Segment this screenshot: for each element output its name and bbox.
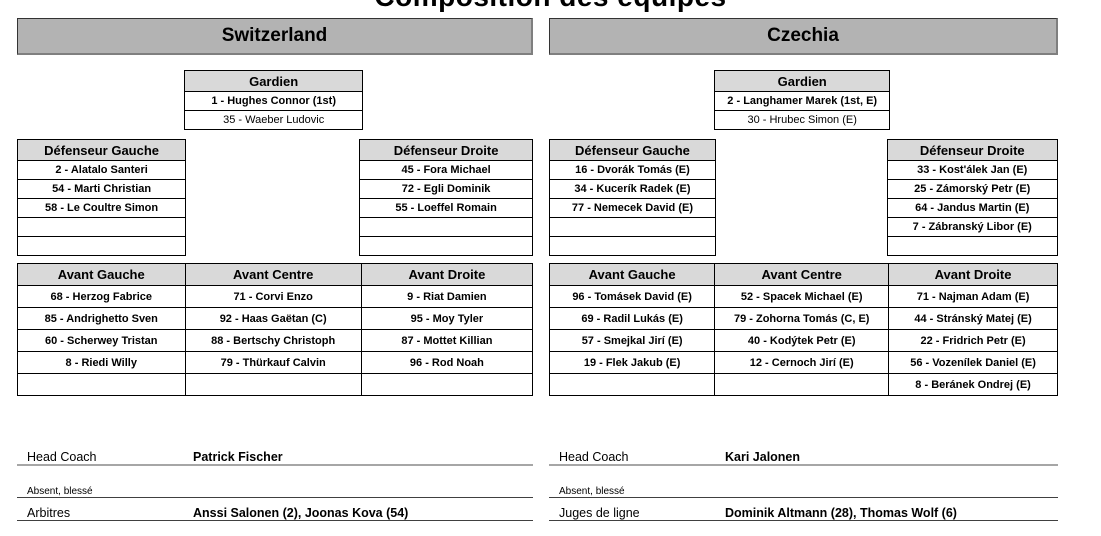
player-cell: 9 - Riat Damien — [360, 285, 532, 307]
player-cell: 34 - Kucerík Radek (E) — [550, 180, 715, 199]
player-cell: 96 - Tomásek David (E) — [550, 285, 715, 307]
empty-cell — [714, 373, 889, 395]
goalie-table: Gardien 1 - Hughes Connor (1st) 35 - Wae… — [184, 70, 364, 130]
defense-left-header: Défenseur Gauche — [18, 140, 186, 161]
absent-row: Absent, blessé — [549, 482, 1058, 498]
empty-cell — [18, 218, 186, 237]
player-cell: 95 - Moy Tyler — [360, 307, 532, 329]
player-cell: 33 - Kost'álek Jan (E) — [887, 161, 1057, 180]
forwards-header-centre: Avant Centre — [714, 264, 889, 285]
empty-cell — [18, 237, 185, 255]
empty-cell — [888, 237, 1057, 255]
team-name-switzerland: Switzerland — [17, 18, 533, 55]
empty-cell — [360, 237, 532, 255]
player-cell: 8 - Beránek Ondrej (E) — [888, 373, 1057, 395]
player-cell: 72 - Egli Dominik — [360, 180, 532, 199]
player-cell: 56 - Vozenílek Daniel (E) — [888, 351, 1057, 373]
defense-right-header: Défenseur Droite — [887, 140, 1057, 161]
player-cell: 25 - Zámorský Petr (E) — [887, 180, 1057, 199]
player-cell: 79 - Thürkauf Calvin — [184, 351, 361, 373]
player-cell: 16 - Dvorák Tomás (E) — [550, 161, 715, 180]
forwards-header-centre: Avant Centre — [184, 264, 361, 285]
player-cell: 71 - Najman Adam (E) — [888, 285, 1057, 307]
player-cell: 30 - Hrubec Simon (E) — [747, 114, 857, 126]
empty-cell — [550, 237, 715, 255]
player-cell: 71 - Corvi Enzo — [184, 285, 361, 307]
player-cell: 87 - Mottet Killian — [360, 329, 532, 351]
player-cell: 68 - Herzog Fabrice — [18, 285, 185, 307]
player-cell: 96 - Rod Noah — [360, 351, 532, 373]
head-coach-label: Head Coach — [27, 450, 97, 464]
player-cell: 44 - Stránský Matej (E) — [888, 307, 1057, 329]
forwards-table: Avant Gauche Avant Centre Avant Droite 9… — [549, 263, 1058, 396]
head-coach-row: Head Coach Kari Jalonen — [549, 445, 1058, 466]
forwards-table: Avant Gauche Avant Centre Avant Droite 6… — [17, 263, 533, 396]
player-cell: 64 - Jandus Martin (E) — [887, 199, 1057, 218]
player-cell: 85 - Andrighetto Sven — [18, 307, 185, 329]
player-cell: 12 - Cernoch Jirí (E) — [714, 351, 889, 373]
defense-right-table: Défenseur Droite 33 - Kost'álek Jan (E) … — [886, 139, 1058, 256]
defense-right-table: Défenseur Droite 45 - Fora Michael 72 - … — [359, 139, 533, 256]
head-coach-row: Head Coach Patrick Fischer — [17, 445, 533, 466]
player-cell: 2 - Langhamer Marek (1st, E) — [714, 92, 890, 111]
player-cell: 57 - Smejkal Jirí (E) — [550, 329, 715, 351]
player-cell: 1 - Hughes Connor (1st) — [185, 92, 363, 111]
absent-row: Absent, blessé — [17, 482, 533, 498]
player-cell: 8 - Riedi Willy — [18, 351, 185, 373]
player-cell: 2 - Alatalo Santeri — [18, 161, 186, 180]
defense-right-header: Défenseur Droite — [360, 140, 532, 161]
player-cell: 45 - Fora Michael — [360, 161, 532, 180]
team-panel-czechia: Czechia Gardien 2 - Langhamer Marek (1st… — [549, 18, 1058, 533]
head-coach-label: Head Coach — [559, 450, 629, 464]
player-cell: 22 - Fridrich Petr (E) — [888, 329, 1057, 351]
goalie-header: Gardien — [714, 71, 890, 92]
officials-row: Juges de ligne Dominik Altmann (28), Tho… — [549, 499, 1058, 521]
empty-cell — [184, 373, 361, 395]
player-cell: 7 - Zábranský Libor (E) — [887, 218, 1057, 237]
player-cell: 92 - Haas Gaëtan (C) — [184, 307, 361, 329]
player-cell: 79 - Zohorna Tomás (C, E) — [714, 307, 889, 329]
empty-cell — [550, 218, 715, 237]
team-panel-switzerland: Switzerland Gardien 1 - Hughes Connor (1… — [17, 18, 533, 533]
officials-label: Juges de ligne — [559, 506, 640, 520]
page-title: Composition des équipes — [0, 0, 1101, 13]
head-coach-value: Patrick Fischer — [193, 450, 283, 464]
player-cell: 54 - Marti Christian — [18, 180, 186, 199]
defense-left-table: Défenseur Gauche 2 - Alatalo Santeri 54 … — [17, 139, 187, 256]
goalie-header: Gardien — [185, 71, 363, 92]
player-cell: 88 - Bertschy Christoph — [184, 329, 361, 351]
forwards-header-right: Avant Droite — [888, 264, 1057, 285]
forwards-header-left: Avant Gauche — [550, 264, 715, 285]
empty-cell — [18, 373, 185, 395]
empty-cell — [550, 373, 715, 395]
player-cell: 19 - Flek Jakub (E) — [550, 351, 715, 373]
player-cell: 77 - Nemecek David (E) — [550, 199, 715, 218]
team-name-czechia: Czechia — [549, 18, 1058, 55]
forwards-header-right: Avant Droite — [360, 264, 532, 285]
officials-value: Anssi Salonen (2), Joonas Kova (54) — [193, 506, 409, 520]
player-cell: 58 - Le Coultre Simon — [18, 199, 186, 218]
absent-label: Absent, blessé — [559, 486, 625, 497]
absent-label: Absent, blessé — [27, 486, 93, 497]
officials-row: Arbitres Anssi Salonen (2), Joonas Kova … — [17, 499, 533, 521]
player-cell: 35 - Waeber Ludovic — [223, 114, 325, 126]
empty-cell — [360, 218, 532, 237]
defense-left-table: Défenseur Gauche 16 - Dvorák Tomás (E) 3… — [549, 139, 716, 256]
head-coach-value: Kari Jalonen — [725, 450, 801, 464]
player-cell: 40 - Kodýtek Petr (E) — [714, 329, 889, 351]
defense-left-header: Défenseur Gauche — [550, 140, 715, 161]
player-cell: 55 - Loeffel Romain — [360, 199, 532, 218]
player-cell: 52 - Spacek Michael (E) — [714, 285, 889, 307]
forwards-header-left: Avant Gauche — [18, 264, 185, 285]
officials-label: Arbitres — [27, 506, 71, 520]
empty-cell — [360, 373, 532, 395]
player-cell: 60 - Scherwey Tristan — [18, 329, 185, 351]
player-cell: 69 - Radil Lukás (E) — [550, 307, 715, 329]
officials-value: Dominik Altmann (28), Thomas Wolf (6) — [725, 506, 957, 520]
goalie-table: Gardien 2 - Langhamer Marek (1st, E) 30 … — [713, 70, 891, 130]
